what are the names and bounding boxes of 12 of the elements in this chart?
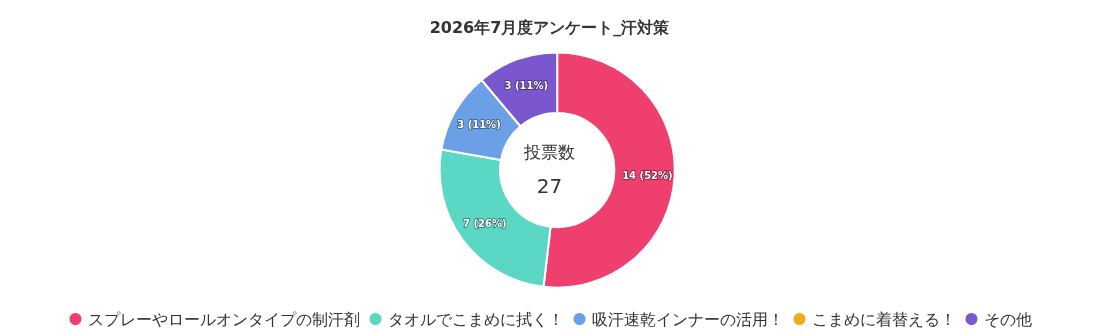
data-label: 14 (52%) xyxy=(622,169,673,181)
legend-label: スプレーやロールオンタイプの制汗剤 xyxy=(87,309,360,329)
legend-label: タオルでこまめに拭く！ xyxy=(387,309,564,329)
legend-label: 吸汗速乾インナーの活用！ xyxy=(591,309,784,329)
data-label: 3 (11%) xyxy=(504,79,549,91)
data-label: 3 (11%) xyxy=(457,119,501,131)
legend-label: その他 xyxy=(983,309,1032,329)
text: 投票数 xyxy=(523,141,575,162)
chart-title: 2026年7月度アンケート_汗対策 xyxy=(429,17,670,37)
data-label: 7 (26%) xyxy=(462,218,507,230)
legend-label: こまめに着替える！ xyxy=(811,309,956,329)
text: 27 xyxy=(536,174,563,198)
